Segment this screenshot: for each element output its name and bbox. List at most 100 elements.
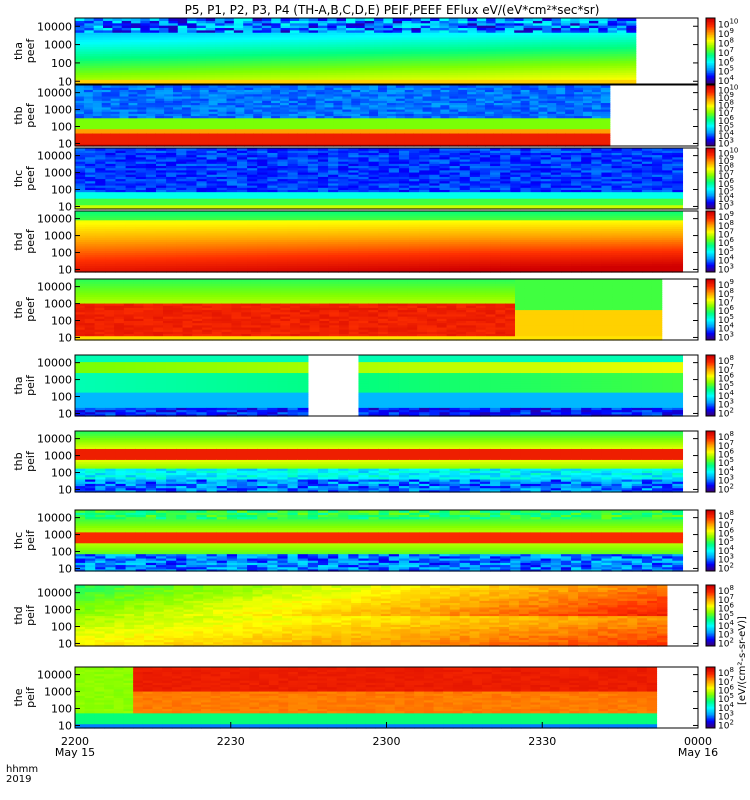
- heat-cell: [439, 29, 450, 33]
- heat-cell: [570, 18, 581, 21]
- heat-cell: [75, 43, 85, 47]
- heat-cell: [378, 95, 388, 99]
- heat-cell: [411, 76, 422, 80]
- heat-cell: [626, 65, 637, 69]
- heat-cell: [324, 93, 335, 97]
- heat-cell: [244, 119, 254, 123]
- heat-cell: [149, 25, 160, 29]
- heat-cell: [297, 111, 308, 114]
- heat-cell: [168, 72, 179, 76]
- heat-cell: [383, 18, 394, 21]
- heat-cell: [467, 69, 478, 73]
- heat-cell: [502, 85, 513, 88]
- heat-cell: [159, 58, 170, 62]
- heat-cell: [378, 104, 388, 108]
- heat-cell: [493, 122, 504, 125]
- heat-cell: [484, 132, 495, 136]
- heat-cell: [253, 128, 263, 132]
- heat-cell: [591, 102, 602, 106]
- heat-cell: [327, 60, 338, 64]
- y-tick-label: 10000: [37, 20, 72, 33]
- heat-cell: [333, 124, 343, 127]
- heat-cell: [617, 67, 627, 71]
- heat-cell: [308, 18, 319, 21]
- heat-cell: [542, 34, 553, 38]
- heat-cell: [626, 74, 637, 78]
- heat-cell: [413, 108, 424, 112]
- heat-cell: [173, 143, 183, 147]
- heat-cell: [378, 102, 388, 106]
- heat-cell: [226, 85, 237, 88]
- heat-cell: [439, 79, 450, 83]
- heat-cell: [315, 113, 326, 117]
- heat-cell: [173, 119, 183, 123]
- heat-cell: [355, 41, 366, 45]
- heat-cell: [271, 130, 281, 134]
- heat-cell: [588, 41, 599, 45]
- heat-cell: [570, 76, 581, 80]
- heat-cell: [591, 137, 602, 141]
- heat-cell: [360, 135, 370, 138]
- heat-cell: [243, 39, 254, 43]
- heat-cell: [422, 100, 433, 104]
- heat-cell: [598, 32, 609, 36]
- heat-cell: [224, 76, 235, 80]
- heat-cell: [378, 98, 388, 101]
- heat-cell: [449, 141, 459, 145]
- heat-cell: [119, 115, 130, 119]
- heat-cell: [288, 91, 299, 95]
- heat-cell: [523, 18, 534, 21]
- heat-cell: [355, 27, 366, 31]
- heat-cell: [588, 18, 599, 21]
- heat-cell: [121, 74, 132, 78]
- heat-cell: [279, 95, 290, 99]
- heat-cell: [374, 20, 384, 24]
- heat-cell: [101, 111, 112, 114]
- heat-cell: [84, 62, 95, 66]
- heat-cell: [392, 22, 403, 26]
- heat-cell: [149, 76, 160, 80]
- heat-cell: [449, 137, 459, 141]
- heat-cell: [103, 81, 113, 85]
- heat-cell: [271, 51, 282, 54]
- heat-cell: [588, 20, 599, 24]
- heat-cell: [261, 39, 272, 43]
- heat-cell: [458, 85, 468, 88]
- heat-cell: [431, 104, 442, 108]
- heat-cell: [199, 98, 210, 101]
- heat-cell: [137, 111, 147, 114]
- heat-cell: [430, 39, 441, 43]
- heat-cell: [392, 60, 403, 64]
- heat-cell: [317, 20, 328, 24]
- heat-cell: [131, 55, 142, 59]
- heat-cell: [235, 143, 245, 147]
- heat-cell: [235, 117, 245, 121]
- heat-cell: [146, 128, 156, 132]
- heat-cell: [484, 141, 495, 145]
- heat-cell: [448, 25, 459, 29]
- heat-cell: [164, 124, 174, 127]
- heat-cell: [137, 95, 147, 99]
- heat-cell: [556, 95, 566, 99]
- heat-cell: [317, 69, 328, 73]
- heat-cell: [112, 67, 123, 71]
- colorbar-step: [706, 49, 715, 52]
- heat-cell: [570, 46, 581, 50]
- heat-cell: [92, 139, 103, 143]
- y-tick-label: 100: [51, 121, 72, 134]
- heat-cell: [177, 27, 188, 31]
- heat-cell: [458, 113, 468, 117]
- colorbar-step: [706, 136, 715, 139]
- heat-cell: [271, 143, 281, 147]
- heat-cell: [110, 89, 121, 93]
- heat-cell: [164, 91, 174, 95]
- heat-cell: [355, 29, 366, 33]
- heat-cell: [299, 72, 310, 76]
- heat-cell: [243, 72, 254, 76]
- heat-cell: [607, 22, 618, 26]
- heat-cell: [271, 98, 281, 101]
- heat-cell: [355, 72, 366, 76]
- heat-cell: [532, 53, 543, 57]
- heat-cell: [177, 32, 188, 36]
